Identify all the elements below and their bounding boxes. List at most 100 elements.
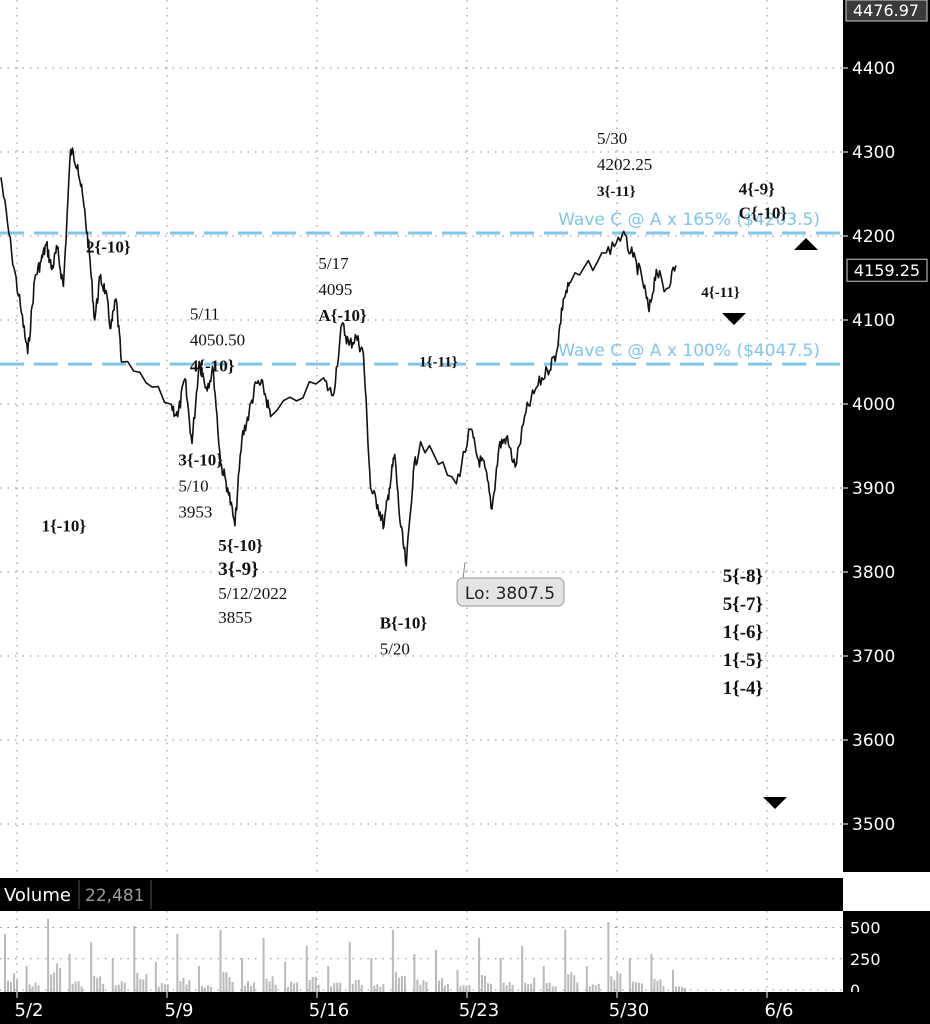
volume-bar: [502, 982, 505, 992]
last-price-label: 4159.25: [854, 261, 920, 280]
volume-bar: [90, 942, 93, 992]
volume-bar: [656, 980, 659, 992]
volume-value: 22,481: [85, 886, 144, 906]
annotation-line: 3{-11}: [597, 184, 636, 200]
volume-bar: [634, 982, 637, 992]
volume-bar: [499, 958, 502, 992]
price-tick-label: 3500: [852, 815, 895, 835]
annotation-line: 5/30: [597, 129, 627, 148]
date-tick-label: 5/23: [459, 1000, 499, 1021]
volume-bar: [293, 983, 296, 992]
volume-bar: [209, 986, 212, 992]
volume-bar: [339, 982, 342, 992]
volume-bar: [284, 962, 287, 992]
annotation-line: B{-10}: [380, 614, 428, 633]
volume-bar: [274, 984, 277, 992]
price-tick-label: 3700: [852, 647, 895, 667]
date-tick-label: 5/2: [15, 1000, 44, 1021]
volume-bar: [206, 985, 209, 992]
volume-bar: [653, 978, 656, 992]
volume-bar: [133, 926, 136, 992]
volume-bar: [160, 982, 163, 992]
volume-tick-label: 500: [850, 919, 881, 938]
volume-bar: [397, 977, 400, 992]
wave-annotation: B{-10} 5/20: [380, 614, 428, 659]
volume-bar: [382, 984, 385, 992]
volume-bar: [231, 981, 234, 992]
volume-bar: [357, 979, 360, 992]
volume-bar: [296, 982, 299, 992]
volume-bar: [637, 982, 640, 992]
price-tick-label: 4000: [852, 395, 895, 415]
volume-bar: [413, 954, 416, 992]
volume-bar: [200, 986, 203, 992]
volume-bar: [597, 983, 600, 992]
price-tick-label: 3800: [852, 563, 895, 583]
volume-bar: [490, 983, 493, 992]
volume-bar: [265, 978, 268, 992]
annotation-line: 3953: [178, 502, 212, 521]
date-tick-label: 5/30: [609, 1000, 649, 1021]
volume-bar: [80, 986, 83, 992]
volume-bar: [253, 982, 256, 992]
volume-bar: [662, 986, 665, 992]
date-tick-label: 5/9: [165, 1000, 194, 1021]
volume-bar: [394, 971, 397, 992]
volume-bar: [241, 958, 244, 992]
price-axis[interactable]: [843, 0, 930, 872]
price-plot-area: [0, 0, 843, 872]
volume-axis-ticks: 500 250 0: [850, 919, 881, 1001]
volume-bar: [37, 985, 40, 992]
volume-bar: [74, 981, 77, 992]
volume-bar: [376, 984, 379, 992]
volume-bar: [262, 938, 265, 992]
volume-bar: [34, 982, 37, 992]
volume-bar: [542, 966, 545, 992]
volume-bar: [145, 973, 148, 992]
volume-bar: [487, 983, 490, 992]
volume-bar: [425, 981, 428, 992]
volume-header: [0, 878, 843, 911]
volume-bar: [330, 986, 333, 992]
volume-bar: [4, 934, 6, 992]
volume-bar: [391, 930, 394, 992]
volume-bar: [570, 972, 573, 992]
volume-bar: [591, 984, 594, 992]
lo-callout: Lo: 3807.5: [456, 561, 565, 607]
fib-line-label: Wave C @ A x 100% ($4047.5): [558, 341, 820, 361]
price-tick-label: 3600: [852, 731, 895, 751]
volume-bar: [7, 980, 9, 992]
volume-bar: [416, 979, 419, 992]
top-price-badge: 4476.97: [845, 0, 928, 22]
wave-annotation: 5{-10} 3{-9} 5/12/2022 3855: [218, 536, 287, 627]
volume-bar: [327, 966, 330, 992]
volume-bar: [287, 986, 290, 992]
volume-bar: [437, 980, 440, 992]
volume-bar: [348, 942, 351, 992]
volume-bar: [446, 983, 449, 992]
volume-bar: [675, 986, 677, 992]
volume-bar: [102, 983, 105, 992]
annotation-line: 1{-5}: [723, 650, 763, 671]
volume-bar: [616, 972, 619, 992]
volume-bar: [545, 983, 548, 992]
volume-bar: [117, 984, 120, 992]
volume-bar: [354, 980, 357, 992]
volume-bar: [468, 985, 471, 992]
volume-bar: [619, 973, 622, 992]
volume-bar: [50, 974, 53, 992]
annotation-line: 5{-8}: [723, 566, 763, 587]
date-axis-ticks: 5/2 5/9 5/16 5/23 5/30 6/6: [15, 992, 793, 1021]
volume-bar: [351, 983, 354, 992]
fib-lines: Wave C @ A x 165% ($4203.5) Wave C @ A x …: [0, 210, 843, 366]
volume-bar: [250, 985, 253, 992]
annotation-line: C{-10}: [739, 203, 788, 222]
volume-bar: [166, 984, 169, 992]
annotation-line: 4095: [318, 280, 352, 299]
volume-bar: [197, 966, 200, 992]
volume-bar: [268, 981, 271, 992]
volume-bar: [47, 918, 50, 992]
date-axis[interactable]: [0, 992, 930, 1024]
volume-bar: [530, 983, 533, 992]
wave-annotation: 4{-9} C{-10}: [739, 179, 788, 222]
